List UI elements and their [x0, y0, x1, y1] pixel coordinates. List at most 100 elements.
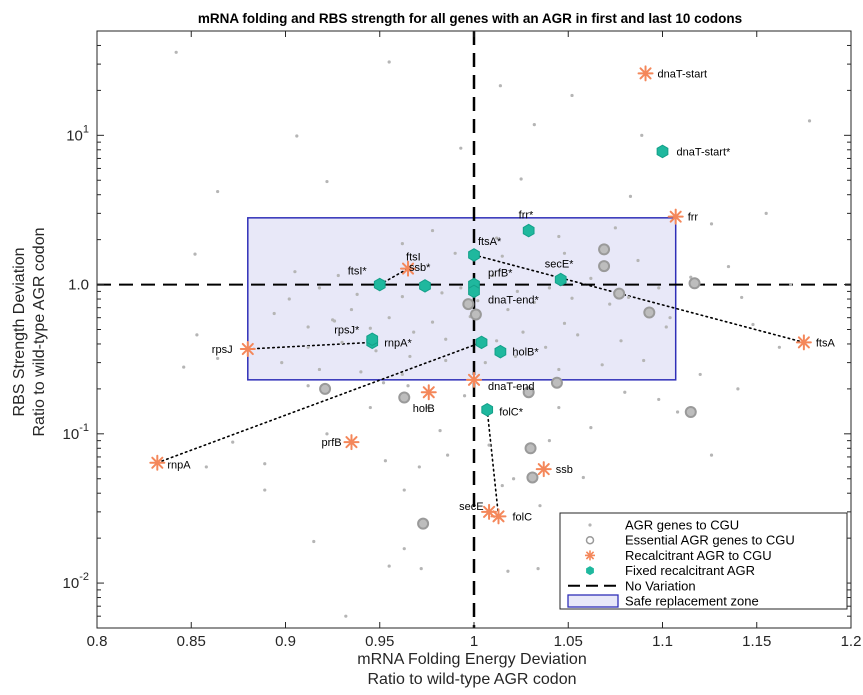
agr-point — [440, 291, 444, 295]
x-tick-label: 1.2 — [841, 633, 862, 650]
x-tick-label: 1.1 — [652, 633, 673, 650]
agr-point — [317, 286, 322, 290]
agr-point — [459, 286, 463, 290]
agr-point — [498, 84, 502, 88]
y-tick-label-base: 1.0 — [68, 277, 89, 294]
agr-point — [562, 321, 567, 325]
y-tick-label: 10-1 — [63, 422, 89, 443]
agr-point — [570, 296, 574, 300]
agr-point — [547, 286, 552, 290]
connector-line — [486, 408, 500, 518]
agr-point — [636, 258, 640, 263]
agr-point — [709, 222, 714, 226]
legend-recalcitrant-icon — [585, 550, 595, 561]
agr-point — [344, 614, 348, 618]
recalcitrant-point — [535, 461, 552, 478]
y-axis-label-line1: RBS Strength Deviation — [11, 248, 28, 417]
y-tick-label-base: 10 — [66, 127, 83, 144]
agr-point — [462, 394, 467, 398]
connector-line — [247, 341, 374, 350]
agr-point — [444, 337, 448, 341]
legend-entry-agr: AGR genes to CGU — [588, 518, 739, 533]
legend-label: Safe replacement zone — [625, 594, 759, 609]
agr-point — [425, 405, 429, 410]
y-tick-label: 101 — [66, 123, 89, 144]
legend-entry-noVar: No Variation — [568, 578, 696, 593]
agr-point — [193, 252, 197, 256]
legend-label: No Variation — [625, 578, 696, 593]
agr-point — [280, 361, 284, 365]
fixed-point — [468, 284, 480, 299]
point-label: ssb* — [409, 262, 431, 274]
agr-point — [544, 345, 548, 349]
agr-point — [438, 429, 442, 433]
recalcitrant-point — [149, 454, 166, 471]
agr-point — [430, 320, 435, 324]
essential-point — [522, 386, 535, 399]
legend-label: Essential AGR genes to CGU — [625, 533, 795, 548]
essential-point — [598, 260, 611, 273]
agr-point — [195, 333, 199, 337]
agr-point — [532, 122, 536, 127]
recalcitrant-point — [466, 371, 482, 388]
agr-point — [519, 177, 523, 181]
recalcitrant-point — [400, 260, 417, 277]
legend-entry-fixed: Fixed recalcitrant AGR — [586, 563, 755, 578]
agr-point — [295, 134, 299, 138]
agr-point — [506, 569, 510, 573]
agr-point — [306, 384, 310, 388]
agr-point — [359, 370, 363, 374]
agr-point — [589, 426, 593, 430]
point-label: prfB — [321, 437, 341, 449]
agr-point — [536, 567, 540, 571]
agr-point — [608, 302, 612, 306]
agr-point — [675, 410, 680, 414]
legend-zone-icon — [567, 594, 619, 608]
y-tick-label-base: 10 — [63, 575, 80, 592]
essential-point — [462, 298, 475, 311]
agr-point — [400, 372, 404, 377]
recalcitrant-point — [795, 334, 812, 351]
point-label: rnpA — [167, 460, 191, 472]
agr-point — [521, 330, 525, 334]
agr-point — [500, 254, 504, 258]
recalcitrant-point — [239, 341, 256, 358]
point-label: dnaT-end* — [488, 294, 539, 306]
agr-point — [764, 211, 768, 215]
agr-point — [216, 189, 220, 194]
agr-point — [495, 339, 499, 343]
point-label: rnpA* — [384, 337, 412, 349]
agr-point — [576, 333, 580, 337]
agr-point — [664, 325, 668, 329]
legend-entry-zone: Safe replacement zone — [567, 594, 759, 609]
agr-point — [325, 179, 329, 184]
point-label: ftsI — [406, 252, 421, 264]
agr-point — [689, 275, 693, 279]
point-label: holB — [413, 403, 435, 415]
connector-line — [473, 254, 805, 344]
agr-point — [408, 354, 412, 359]
point-label: dnaT-start* — [677, 146, 732, 158]
y-tick-label: 1.0 — [68, 277, 89, 294]
fixed-point — [494, 344, 507, 359]
axis-labels: mRNA Folding Energy Deviation Ratio to w… — [11, 228, 587, 689]
agr-point — [657, 286, 661, 290]
point-label: holB* — [512, 347, 539, 359]
agr-point — [506, 307, 510, 312]
point-label: rpsJ — [212, 344, 233, 356]
fixed-point — [366, 332, 379, 347]
agr-point — [453, 251, 457, 255]
essential-point — [643, 306, 656, 319]
legend-label: Fixed recalcitrant AGR — [625, 563, 755, 578]
agr-point — [406, 384, 410, 388]
point-label: secE — [459, 501, 483, 513]
agr-point — [487, 443, 491, 447]
agr-point — [709, 453, 714, 457]
agr-point — [476, 299, 480, 303]
essential-point — [417, 517, 430, 530]
safe-replacement-zone — [247, 217, 677, 381]
y-tick-label-exponent: -2 — [79, 571, 89, 583]
agr-point — [293, 270, 297, 274]
agr-point — [698, 372, 702, 377]
x-tick-label: 0.8 — [87, 633, 108, 650]
